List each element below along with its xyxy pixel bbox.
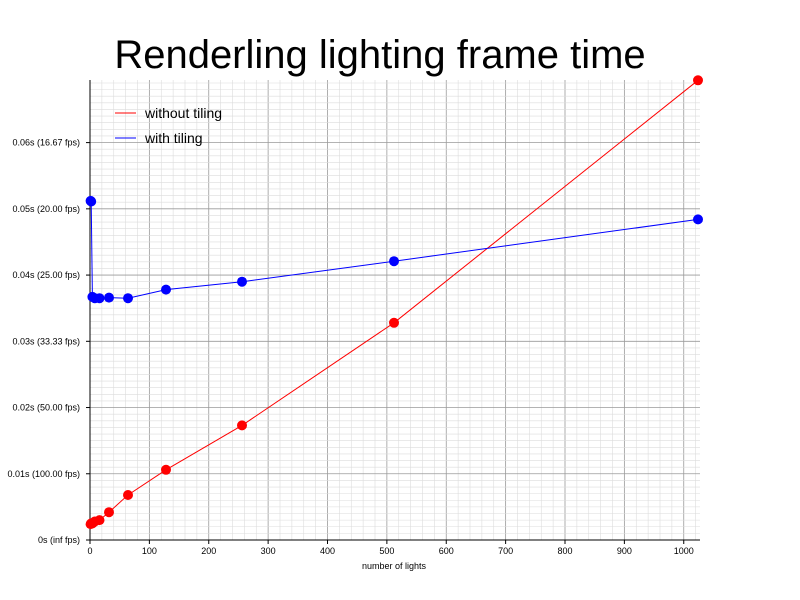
legend-label: with tiling	[144, 130, 203, 146]
y-tick-label: 0.05s (20.00 fps)	[12, 204, 80, 214]
axes: 0 100 200 300 400 500 600 700 800 900 1000 0s (inf …	[7, 80, 700, 556]
chart-title: Renderling lighting frame time	[114, 33, 645, 77]
data-point	[389, 317, 399, 328]
series-1	[85, 75, 703, 530]
series-layer	[85, 75, 703, 530]
x-tick-label: 800	[557, 546, 572, 556]
y-tick-label: 0.02s (50.00 fps)	[12, 403, 80, 413]
legend-label: without tiling	[144, 105, 222, 121]
x-tick-label: 200	[201, 546, 216, 556]
data-point	[104, 507, 114, 518]
y-tick-label: 0.01s (100.00 fps)	[7, 469, 80, 479]
data-point	[94, 293, 105, 304]
y-tick-label: 0.04s (25.00 fps)	[12, 270, 80, 280]
data-point	[94, 515, 105, 526]
x-tick-label: 1000	[674, 546, 694, 556]
data-point	[161, 464, 171, 475]
y-tick-label: 0.03s (33.33 fps)	[12, 336, 80, 346]
data-point	[123, 293, 133, 304]
data-point	[123, 490, 133, 500]
series-line	[90, 79, 699, 525]
grid	[89, 80, 700, 541]
data-point	[389, 256, 399, 267]
x-tick-label: 900	[617, 546, 632, 556]
x-tick-label: 600	[439, 546, 454, 556]
data-point	[693, 214, 703, 225]
y-tick-label: 0.06s (16.67 fps)	[12, 138, 80, 148]
series-2	[85, 195, 703, 304]
x-tick-label: 100	[142, 546, 157, 556]
x-tick-label: 700	[498, 546, 513, 556]
legend: without tiling with tiling	[115, 105, 222, 146]
x-axis-label: number of lights	[362, 561, 427, 571]
x-tick-label: 500	[379, 546, 394, 556]
data-point	[237, 276, 247, 287]
data-point	[104, 292, 114, 303]
y-tick-label: 0s (inf fps)	[38, 535, 80, 545]
x-tick-label: 300	[261, 546, 276, 556]
x-tick-label: 0	[87, 546, 92, 556]
x-tick-label: 400	[320, 546, 335, 556]
data-point	[161, 284, 171, 295]
data-point	[237, 420, 247, 431]
data-point	[86, 196, 97, 207]
data-point	[693, 75, 703, 86]
